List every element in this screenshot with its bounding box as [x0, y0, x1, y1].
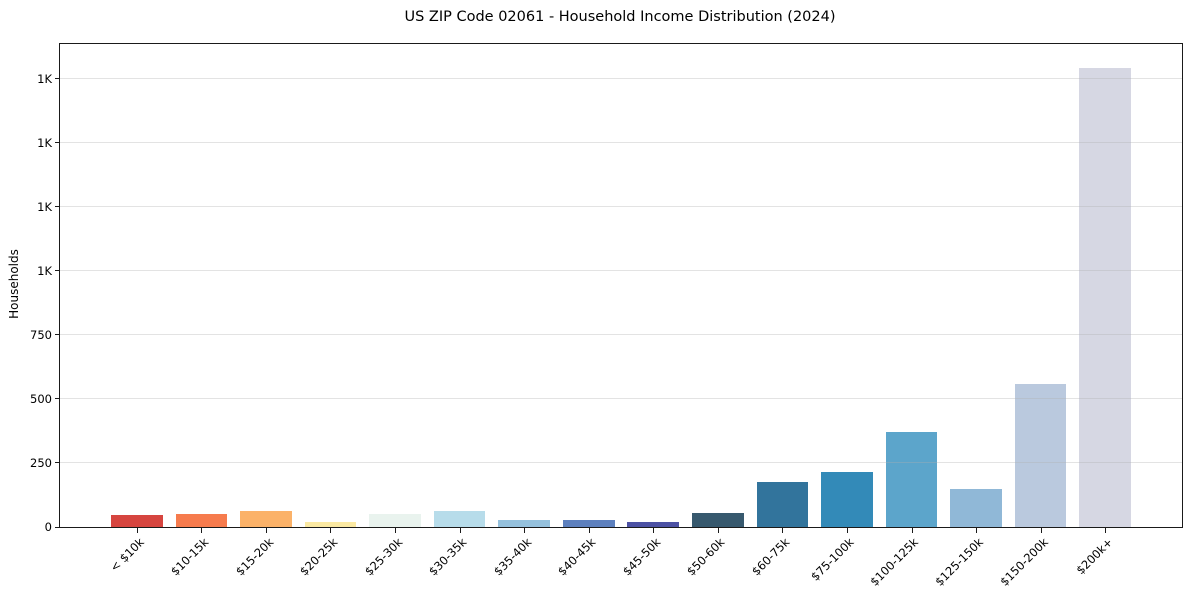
x-tick-label: $125-150k: [932, 535, 986, 589]
x-tick-mark: [524, 528, 526, 533]
x-tick-label: $35-40k: [490, 535, 535, 579]
bar-$35-40k: [498, 519, 550, 527]
bar-$200k+: [1079, 68, 1131, 527]
gridline-750: [60, 334, 1182, 336]
gridline-500: [60, 398, 1182, 400]
x-tick-mark: [265, 528, 267, 533]
y-tick-label: 1K: [37, 199, 52, 214]
x-tick-label: $150-200k: [996, 535, 1051, 589]
bar-$10-15k: [175, 513, 228, 527]
gridline-1000: [60, 270, 1182, 272]
x-tick-mark: [136, 528, 138, 533]
bar-$100-125k: [885, 432, 938, 527]
x-tick-label: < $10k: [107, 535, 147, 575]
y-tick-mark: [55, 398, 59, 400]
y-tick-label: 0: [44, 520, 52, 534]
bar-$45-50k: [627, 521, 680, 527]
y-tick-label: 250: [30, 455, 52, 470]
x-tick-label: $20-25k: [296, 535, 341, 579]
x-tick-label: $40-45k: [555, 535, 599, 579]
x-tick-label: $100-125k: [867, 535, 922, 589]
y-tick-label: 1K: [37, 71, 52, 86]
bar-$40-45k: [562, 519, 615, 527]
x-tick-mark: [782, 528, 784, 533]
x-tick-mark: [653, 528, 655, 533]
y-tick-label: 1K: [37, 135, 52, 150]
gridline-1250: [60, 206, 1182, 208]
bar-< $10k: [111, 515, 163, 527]
y-tick-label: 750: [30, 327, 52, 342]
y-tick-mark: [55, 334, 59, 336]
x-tick-label: $60-75k: [748, 535, 793, 579]
y-tick-label: 500: [30, 391, 52, 406]
y-tick-mark: [55, 142, 59, 144]
x-tick-label: $50-60k: [684, 535, 728, 579]
gridline-1750: [60, 78, 1182, 80]
x-tick-mark: [588, 528, 590, 533]
x-tick-mark: [201, 528, 203, 533]
x-tick-label: $75-100k: [808, 535, 857, 584]
bar-$50-60k: [692, 513, 744, 527]
y-tick-mark: [55, 462, 59, 464]
x-tick-label: $25-30k: [361, 535, 405, 579]
y-axis-label: Households: [7, 249, 21, 319]
chart-title: US ZIP Code 02061 - Household Income Dis…: [404, 9, 836, 25]
y-tick-mark: [55, 270, 59, 272]
x-tick-mark: [330, 528, 332, 533]
gridline-250: [60, 462, 1182, 464]
bar-$15-20k: [240, 510, 292, 527]
y-tick-mark: [55, 206, 59, 208]
bar-$125-150k: [950, 489, 1002, 527]
y-tick-label: 1K: [37, 263, 52, 278]
x-tick-label: $45-50k: [619, 535, 664, 579]
bar-$20-25k: [304, 521, 357, 527]
x-tick-label: $200k+: [1072, 535, 1116, 578]
x-tick-mark: [717, 528, 719, 533]
x-tick-label: $30-35k: [426, 535, 470, 579]
x-tick-mark: [459, 528, 461, 533]
y-tick-mark: [55, 78, 59, 80]
x-tick-mark: [1040, 528, 1042, 533]
x-tick-label: $10-15k: [167, 535, 212, 579]
x-tick-mark: [395, 528, 397, 533]
gridline-1500: [60, 142, 1182, 144]
x-tick-mark: [976, 528, 978, 533]
x-tick-mark: [846, 528, 848, 533]
bar-$30-35k: [433, 511, 486, 527]
x-tick-mark: [1105, 528, 1107, 533]
y-tick-mark: [55, 526, 59, 528]
plot-area: 0 250 500 750 1K 1K 1K 1K < $10k $10-15k $15-20k $2…: [30, 43, 1183, 589]
bar-$150-200k: [1014, 384, 1067, 527]
bar-$75-100k: [821, 471, 873, 527]
bar-$60-75k: [756, 482, 809, 527]
x-tick-label: $15-20k: [232, 535, 276, 579]
x-tick-mark: [911, 528, 913, 533]
bar-$25-30k: [369, 514, 421, 527]
